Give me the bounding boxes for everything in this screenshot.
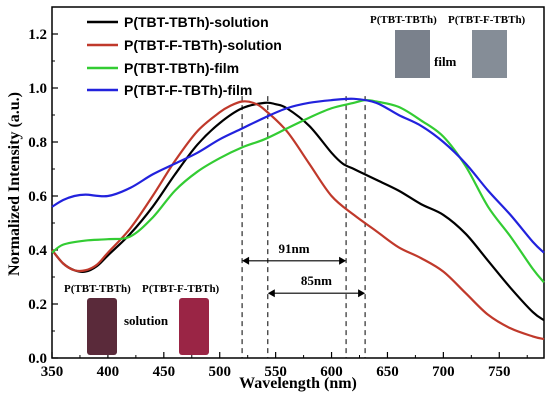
legend-label-3: P(TBT-TBTh)-film: [124, 60, 239, 76]
shift-arrowhead-left-1: [242, 256, 250, 265]
solution-label: solution: [124, 313, 169, 328]
legend-label-4: P(TBT-F-TBTh)-film: [124, 82, 252, 98]
film-vial1-caption: P(TBT-TBTh): [370, 14, 437, 26]
film-inset: P(TBT-TBTh) P(TBT-F-TBTh) film: [370, 14, 526, 78]
dashed-guides: [241, 96, 366, 358]
x-tick-label-600: 600: [320, 364, 343, 380]
legend-label-1: P(TBT-TBTh)-solution: [124, 14, 269, 30]
series-line-2: [51, 100, 545, 341]
film-vial-2: [472, 30, 507, 78]
shift-label-1: 91nm: [279, 241, 310, 256]
axis-ticks: 350 400 450 500 550 600 650 700 750 0.0 0.2 0.4 0.6 0…: [28, 6, 528, 380]
plot-frame: [51, 6, 545, 359]
y-tick-label-4: 0.8: [28, 135, 47, 151]
y-tick-label-0: 0.0: [28, 351, 47, 367]
shift-arrowhead-right-1: [339, 256, 347, 265]
series-line-3: [51, 98, 545, 284]
x-tick-label-350: 350: [41, 364, 64, 380]
y-axis-label: Normalized Intensity (a.u.): [6, 92, 23, 276]
x-tick-label-750: 750: [488, 364, 511, 380]
legend-label-2: P(TBT-F-TBTh)-solution: [124, 37, 282, 53]
film-vial-1: [395, 30, 430, 78]
x-tick-label-700: 700: [432, 364, 455, 380]
film-label: film: [434, 54, 457, 69]
solution-vial2-caption: P(TBT-F-TBTh): [142, 283, 220, 295]
x-tick-label-650: 650: [376, 364, 399, 380]
series-line-4: [51, 97, 545, 254]
film-vial2-caption: P(TBT-F-TBTh): [448, 14, 526, 26]
y-tick-label-6: 1.2: [28, 27, 47, 43]
series-lines: [51, 97, 545, 341]
legend: P(TBT-TBTh)-solution P(TBT-F-TBTh)-solut…: [87, 14, 282, 98]
x-tick-label-450: 450: [153, 364, 176, 380]
y-tick-label-5: 1.0: [28, 81, 47, 97]
x-tick-label-400: 400: [97, 364, 120, 380]
shift-arrowhead-right-2: [358, 289, 366, 298]
solution-vial-2: [179, 298, 209, 355]
x-tick-label-500: 500: [208, 364, 231, 380]
solution-vial-1: [87, 298, 117, 355]
shift-annotations: 91nm 85nm: [242, 241, 366, 298]
shift-arrowhead-left-2: [267, 289, 275, 298]
y-tick-label-3: 0.6: [28, 189, 47, 205]
solution-inset: P(TBT-TBTh) P(TBT-F-TBTh) solution: [64, 283, 220, 355]
solution-vial1-caption: P(TBT-TBTh): [64, 283, 131, 295]
x-tick-label-550: 550: [264, 364, 287, 380]
x-axis-label: Wavelength (nm): [239, 375, 357, 392]
y-tick-label-2: 0.4: [28, 243, 47, 259]
shift-label-2: 85nm: [301, 273, 332, 288]
y-tick-label-1: 0.2: [28, 297, 47, 313]
